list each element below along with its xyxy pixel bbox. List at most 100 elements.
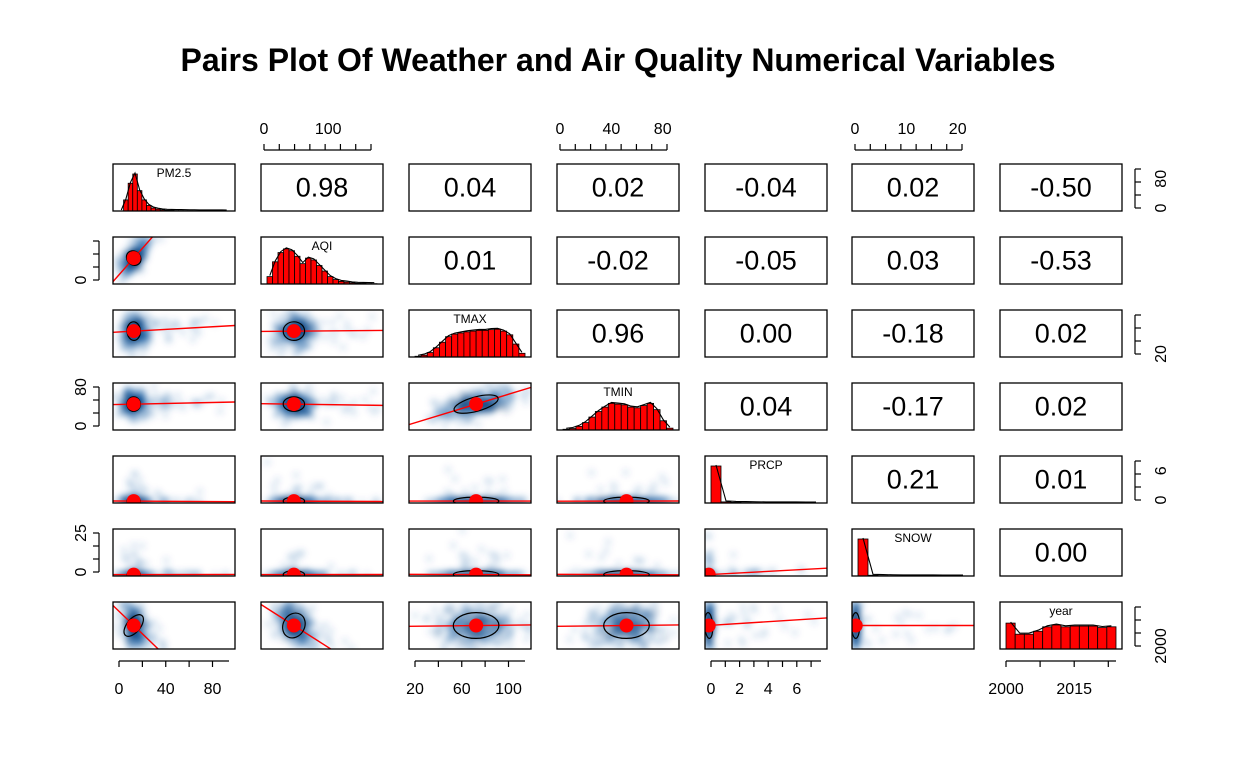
correlation-value: -0.02 xyxy=(587,246,649,276)
tick-label: 0 xyxy=(73,275,90,284)
density-scatter xyxy=(705,602,827,649)
hist-bar xyxy=(857,538,869,576)
tick-label: 20 xyxy=(949,121,967,138)
density-scatter xyxy=(409,529,531,576)
chart-title: Pairs Plot Of Weather and Air Quality Nu… xyxy=(181,42,1056,78)
density-scatter xyxy=(261,383,383,427)
panel-border xyxy=(260,236,384,285)
panel-border xyxy=(999,309,1123,358)
mean-point xyxy=(286,324,301,339)
tick-label: 2000 xyxy=(988,681,1024,698)
mean-point xyxy=(126,251,141,266)
tick-label: 10 xyxy=(898,121,916,138)
panel-border xyxy=(851,601,975,650)
panel-border xyxy=(704,163,828,212)
tick-label: 0 xyxy=(707,681,716,698)
panel-5-1 xyxy=(260,528,384,577)
panel-border xyxy=(260,163,384,212)
density-scatter xyxy=(557,602,679,649)
tick-label: 0 xyxy=(73,421,90,430)
mean-point xyxy=(126,324,141,339)
hist-bar xyxy=(457,332,465,357)
panel-border xyxy=(556,309,680,358)
density-curve xyxy=(715,464,816,503)
mean-point xyxy=(469,494,484,503)
tick-label: 0 xyxy=(73,567,90,576)
density-curve xyxy=(269,247,375,284)
panel-2-5: -0.18 xyxy=(851,309,975,358)
panel-4-6: 0.01 xyxy=(999,455,1123,504)
mean-point xyxy=(705,567,716,576)
panel-1-5: 0.03 xyxy=(851,236,975,285)
hist-bar xyxy=(1014,633,1025,649)
variable-label: PM2.5 xyxy=(157,166,192,180)
correlation-value: -0.18 xyxy=(882,319,944,349)
panel-border xyxy=(851,528,975,577)
panel-3-6: 0.02 xyxy=(999,382,1123,431)
histogram-3 xyxy=(562,401,674,430)
hist-bar xyxy=(627,406,635,430)
hist-bar xyxy=(1106,626,1117,649)
density-curve xyxy=(862,537,963,576)
hist-bar xyxy=(1069,625,1080,649)
panel-3-5: -0.17 xyxy=(851,382,975,431)
panel-border xyxy=(851,455,975,504)
panel-3-3: TMIN xyxy=(556,382,680,431)
hist-bar xyxy=(266,276,273,284)
variable-label: PRCP xyxy=(749,458,782,472)
panel-border xyxy=(112,601,236,650)
panel-border xyxy=(260,601,384,650)
hist-bar xyxy=(594,411,603,430)
panel-0-4: -0.04 xyxy=(704,163,828,212)
regression-line xyxy=(261,603,333,649)
hist-bar xyxy=(633,407,642,430)
hist-bar xyxy=(305,257,312,284)
correlation-ellipse xyxy=(282,396,306,412)
hist-bar xyxy=(1078,625,1089,649)
panel-border xyxy=(260,455,384,504)
hist-bar xyxy=(588,416,596,430)
panel-border xyxy=(704,601,828,650)
histogram-6 xyxy=(1005,621,1117,649)
hist-bar xyxy=(640,405,648,430)
hist-bar xyxy=(299,263,306,284)
outer-axes: 0 100 0 40 80 0 10 200 40 80 20 60 100 0 2 4 6 2000 201500… xyxy=(73,121,1170,698)
panel-border xyxy=(999,528,1123,577)
panel-2-3: 0.96 xyxy=(556,309,680,358)
tick-label: 0 xyxy=(115,681,124,698)
hist-bar xyxy=(283,248,290,284)
panel-6-1 xyxy=(260,601,384,650)
correlation-value: 0.98 xyxy=(296,173,349,203)
density-scatter xyxy=(113,383,235,424)
panel-border xyxy=(260,309,384,358)
panel-border xyxy=(999,382,1123,431)
tick-label: 20 xyxy=(1153,345,1170,363)
correlation-value: 0.00 xyxy=(740,319,793,349)
density-scatter xyxy=(261,310,383,357)
hist-bar xyxy=(582,422,590,430)
mean-point xyxy=(126,567,141,576)
panel-1-3: -0.02 xyxy=(556,236,680,285)
panel-2-1 xyxy=(260,309,384,358)
panel-border xyxy=(556,382,680,431)
regression-line xyxy=(261,500,383,503)
tick-label: 100 xyxy=(495,681,522,698)
density-scatter xyxy=(852,602,974,649)
mean-point xyxy=(286,397,301,412)
panel-border xyxy=(112,309,236,358)
panel-border xyxy=(408,163,532,212)
correlation-value: 0.21 xyxy=(887,465,940,495)
density-scatter xyxy=(705,532,827,576)
mean-point xyxy=(286,618,301,633)
mean-point xyxy=(619,618,634,633)
correlation-value: 0.00 xyxy=(1035,538,1088,568)
tick-label: 100 xyxy=(315,121,342,138)
correlation-value: 0.01 xyxy=(444,246,497,276)
panel-3-0 xyxy=(112,382,236,431)
panel-border xyxy=(260,382,384,431)
mean-point xyxy=(469,618,484,633)
tick-label: 2015 xyxy=(1056,681,1092,698)
regression-line xyxy=(557,573,679,576)
panel-border xyxy=(704,528,828,577)
panel-border xyxy=(704,309,828,358)
